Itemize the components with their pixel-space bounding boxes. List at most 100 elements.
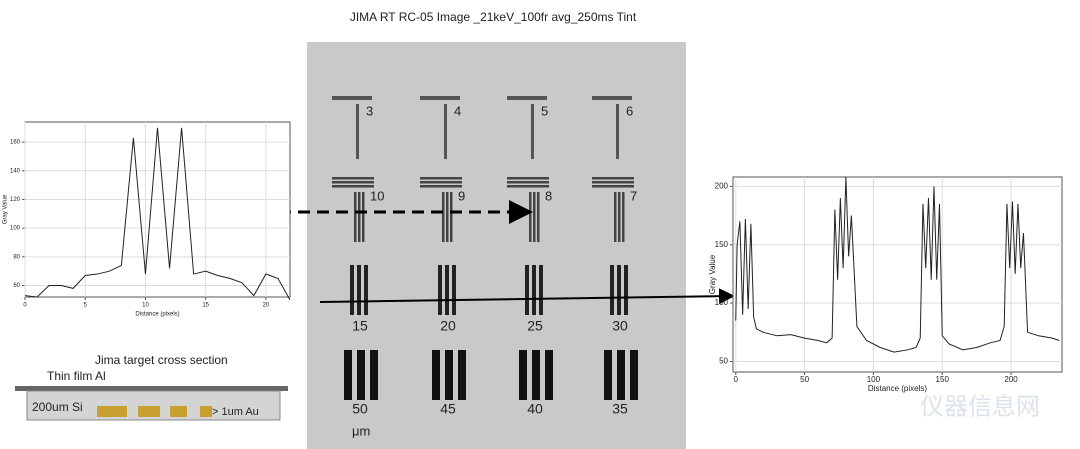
y-axis-label: Gray Value — [708, 254, 717, 294]
pattern-bar — [616, 104, 619, 159]
x-tick-label: 100 — [867, 375, 881, 384]
pattern-bar — [442, 192, 445, 242]
pattern-bar — [617, 350, 625, 400]
pattern-bar — [357, 350, 365, 400]
pattern-label: 20 — [440, 318, 456, 334]
y-tick-label: 60 — [13, 283, 20, 289]
pattern-bar — [618, 192, 621, 242]
pattern-bar — [614, 192, 617, 242]
pattern-bar — [332, 96, 372, 100]
pattern-bar — [545, 350, 553, 400]
pattern-bar — [458, 350, 466, 400]
x-tick-label: 5 — [84, 303, 88, 309]
pattern-bar — [532, 350, 540, 400]
au-block — [200, 406, 212, 417]
pattern-bar — [539, 265, 543, 315]
pattern-bar — [420, 185, 462, 188]
pattern-bar — [432, 350, 440, 400]
au-block — [170, 406, 187, 417]
pattern-bar — [350, 265, 354, 315]
pattern-bar — [445, 350, 453, 400]
layer-label: > 1um Au — [212, 406, 259, 418]
arrow — [319, 288, 735, 305]
x-tick-label: 15 — [202, 303, 209, 309]
pattern-bar — [537, 192, 540, 242]
pattern-label: 8 — [545, 188, 552, 203]
target-pattern: 3 10 15 50 4 9 20 45 5 8 25 40 6 7 30 35 — [332, 96, 638, 417]
pattern-bar — [445, 265, 449, 315]
pattern-bar — [452, 265, 456, 315]
pattern-label: 10 — [370, 188, 384, 203]
pattern-bar — [507, 177, 549, 180]
pattern-bar — [332, 177, 374, 180]
x-axis-label: Distance (pixels) — [868, 384, 927, 393]
pattern-bar — [444, 104, 447, 159]
pattern-bar — [357, 265, 361, 315]
pattern-bar — [592, 185, 634, 188]
x-tick-label: 50 — [800, 375, 809, 384]
pattern-bar — [507, 96, 547, 100]
pattern-bar — [364, 265, 368, 315]
data-line — [24, 127, 291, 301]
pattern-label: 15 — [352, 318, 368, 334]
pattern-bar — [362, 192, 365, 242]
layer-label: Thin film Al — [47, 369, 106, 383]
au-block — [138, 406, 160, 417]
pattern-bar — [617, 265, 621, 315]
pattern-label: 3 — [366, 103, 373, 118]
pattern-bar — [519, 350, 527, 400]
y-tick-label: 140 — [10, 168, 21, 174]
cross-section-title: Jima target cross section — [95, 353, 228, 367]
pattern-label: 4 — [454, 103, 461, 118]
pattern-label: 50 — [352, 401, 368, 417]
x-axis-label: Distance (pixels) — [135, 312, 179, 318]
y-tick-label: 50 — [719, 357, 728, 366]
y-tick-label: 80 — [13, 254, 20, 260]
pattern-bar — [356, 104, 359, 159]
pattern-bar — [533, 192, 536, 242]
data-line — [735, 176, 1060, 353]
x-tick-label: 200 — [1004, 375, 1018, 384]
x-tick-label: 0 — [23, 303, 27, 309]
pattern-bar — [604, 350, 612, 400]
pattern-label: 35 — [612, 401, 628, 417]
y-tick-label: 160 — [10, 140, 21, 146]
pattern-label: 9 — [458, 188, 465, 203]
pattern-bar — [332, 185, 374, 188]
pattern-label: 25 — [527, 318, 543, 334]
pattern-bar — [358, 192, 361, 242]
layer-label: 200um Si — [32, 400, 83, 414]
pattern-bar — [420, 96, 460, 100]
pattern-bar — [592, 181, 634, 184]
x-tick-label: 150 — [936, 375, 950, 384]
pattern-bar — [622, 192, 625, 242]
pattern-bar — [354, 192, 357, 242]
pattern-bar — [370, 350, 378, 400]
y-tick-label: 200 — [715, 181, 729, 190]
pattern-bar — [332, 181, 374, 184]
pattern-label: 6 — [626, 103, 633, 118]
pattern-bar — [525, 265, 529, 315]
al-layer — [15, 386, 288, 391]
x-tick-label: 0 — [734, 375, 739, 384]
pattern-bar — [592, 177, 634, 180]
y-axis-label: Gray Value — [3, 194, 9, 224]
pattern-bar — [630, 350, 638, 400]
pattern-label: 30 — [612, 318, 628, 334]
plot-frame — [24, 121, 291, 298]
x-tick-label: 20 — [263, 303, 270, 309]
pattern-bar — [420, 177, 462, 180]
pattern-label: 7 — [630, 188, 637, 203]
pattern-bar — [624, 265, 628, 315]
pattern-bar — [507, 185, 549, 188]
image-unit: μm — [352, 423, 370, 438]
y-tick-label: 150 — [715, 240, 729, 249]
pattern-label: 5 — [541, 103, 548, 118]
pattern-bar — [610, 265, 614, 315]
pattern-bar — [420, 181, 462, 184]
pattern-bar — [450, 192, 453, 242]
y-tick-label: 100 — [10, 226, 21, 232]
y-tick-label: 120 — [10, 197, 21, 203]
pattern-bar — [344, 350, 352, 400]
